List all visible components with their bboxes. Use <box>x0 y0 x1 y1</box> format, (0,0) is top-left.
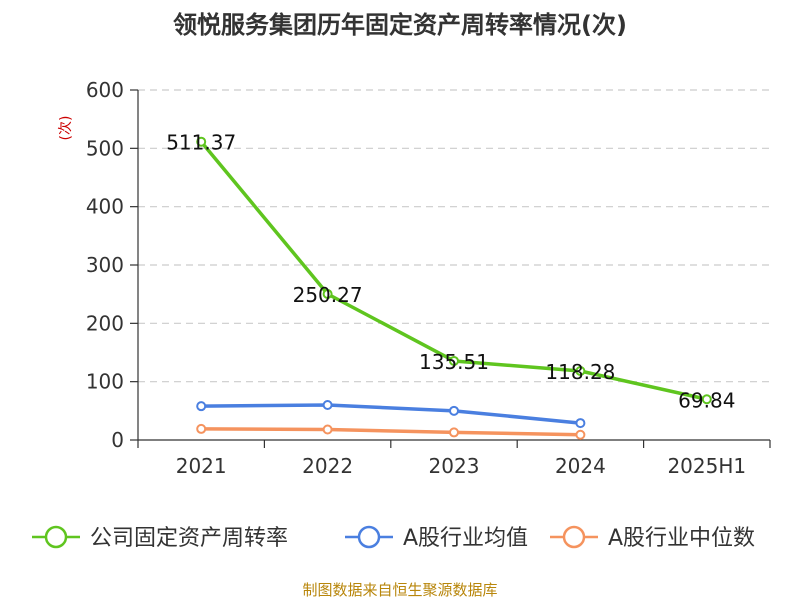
source-note: 制图数据来自恒生聚源数据库 <box>302 581 497 599</box>
x-tick-label: 2023 <box>429 454 480 478</box>
legend-marker <box>562 525 586 549</box>
data-point <box>449 405 459 416</box>
data-point <box>575 429 586 440</box>
data-point <box>575 418 586 429</box>
data-label: 118.28 <box>545 360 615 384</box>
gridlines <box>138 89 770 383</box>
y-axis-label: (次) <box>58 116 74 141</box>
y-tick-label: 400 <box>86 195 124 219</box>
x-tick-label: 2021 <box>176 454 227 478</box>
legend-marker <box>44 525 68 549</box>
x-tick-label: 2025H1 <box>667 454 746 478</box>
legend: 公司固定资产周转率 A股行业均值 A股行业中位数 <box>32 525 755 551</box>
legend-label: 公司固定资产周转率 <box>90 526 288 551</box>
y-tick-label: 500 <box>86 136 124 160</box>
data-label: 69.84 <box>678 388 735 412</box>
data-label: 511.37 <box>166 131 236 155</box>
legend-marker <box>357 525 381 549</box>
data-label: 135.51 <box>419 350 489 374</box>
data-labels: 511.37 250.27 135.51 118.28 69.84 <box>166 131 735 413</box>
data-point <box>701 394 712 405</box>
x-tick-label: 2022 <box>302 454 353 478</box>
data-point <box>322 400 333 410</box>
data-point <box>575 366 586 377</box>
data-point <box>196 136 207 147</box>
chart-title: 领悦服务集团历年固定资产周转率情况(次) <box>173 11 627 39</box>
data-point <box>322 424 333 435</box>
data-point <box>449 355 459 366</box>
data-point <box>322 289 333 300</box>
legend-label: A股行业中位数 <box>608 526 755 551</box>
y-tick-label: 300 <box>86 253 124 277</box>
series-line-2 <box>199 427 583 437</box>
data-point <box>196 401 207 412</box>
data-point <box>196 423 207 434</box>
y-tick-label: 200 <box>86 311 124 335</box>
y-tick-label: 600 <box>86 78 124 102</box>
x-tick-label: 2024 <box>555 454 606 478</box>
data-point <box>449 427 459 438</box>
data-label: 250.27 <box>293 283 363 307</box>
y-tick-label: 0 <box>111 428 124 452</box>
axes: 0 100 200 300 400 500 600 2021 2022 2023 2024 2025H… <box>86 78 771 478</box>
series-lines <box>196 136 712 440</box>
y-tick-label: 100 <box>86 370 124 394</box>
legend-label: A股行业均值 <box>403 526 528 551</box>
series-line-1 <box>199 403 583 425</box>
